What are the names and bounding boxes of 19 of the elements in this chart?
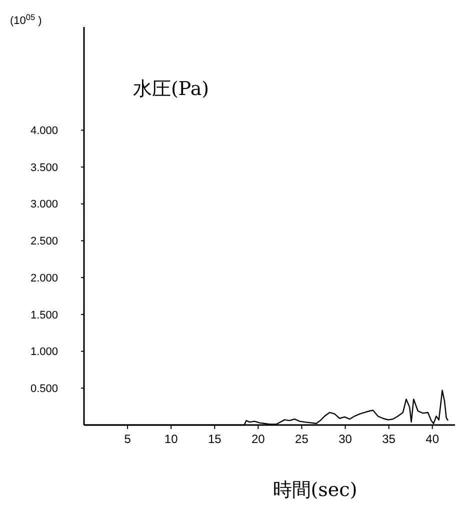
x-tick-label: 5 [124,432,132,446]
y-tick-label: 2.500 [30,236,58,248]
x-tick-label: 20 [252,432,266,446]
y-tick-label: 0.500 [30,383,58,395]
x-tick-label: 40 [426,432,440,446]
x-tick-label: 30 [338,432,352,446]
x-tick-label: 10 [164,432,178,446]
x-tick-label: 25 [295,432,309,446]
y-tick-label: 2.000 [30,272,58,284]
y-tick-label: 4.000 [30,125,58,138]
x-axis-title: 時間(sec) [272,479,358,501]
y-axis-title: (10$^{05}$ ) [10,12,42,27]
x-tick-label: 15 [208,432,222,446]
text: 水圧(Pa) [133,78,210,100]
y-tick-label: 1.500 [30,309,58,322]
y-tick-label: 3.000 [30,198,58,211]
y-tick-label: 1.000 [30,346,58,358]
x-tick-label: 35 [382,432,396,446]
y-tick-label: 3.500 [30,162,58,174]
